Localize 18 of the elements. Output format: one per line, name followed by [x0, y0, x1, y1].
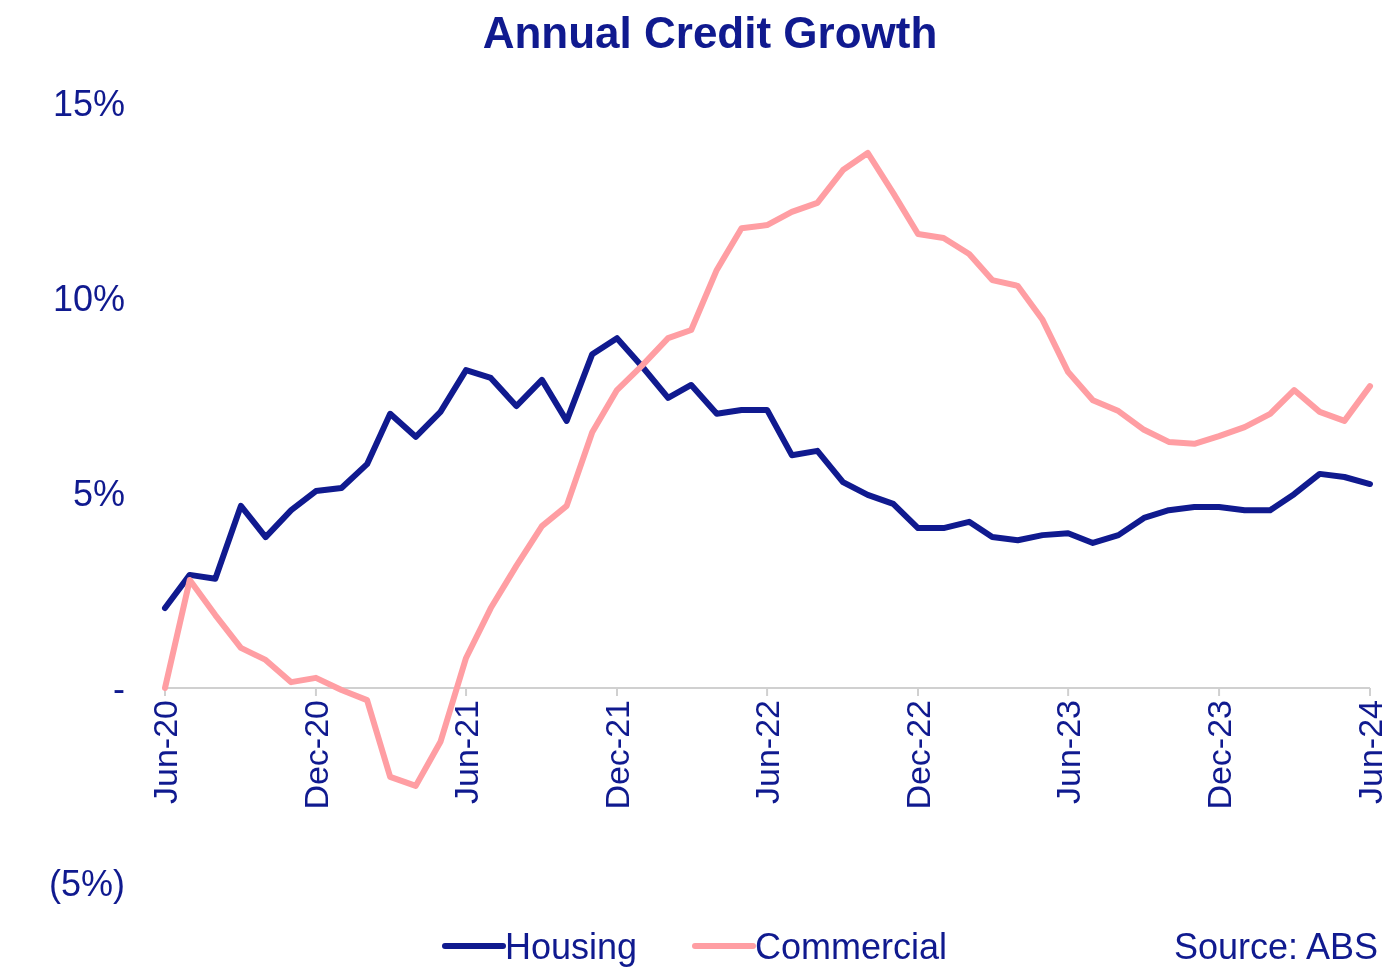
chart-title: Annual Credit Growth [482, 8, 938, 57]
y-tick-label: 5% [72, 472, 125, 514]
x-tick-label: Dec-23 [1199, 700, 1238, 810]
x-tick-label: Jun-20 [145, 700, 184, 804]
legend-label: Commercial [755, 925, 948, 967]
x-tick-label: Jun-23 [1049, 700, 1088, 804]
y-tick-label: (5%) [48, 862, 125, 904]
y-tick-label: 10% [52, 277, 125, 319]
y-tick-label: 15% [52, 82, 125, 124]
x-tick-label: Dec-21 [597, 700, 636, 810]
x-tick-label: Jun-22 [747, 700, 786, 804]
x-tick-label: Dec-22 [898, 700, 937, 810]
x-tick-label: Dec-20 [296, 700, 335, 810]
x-tick-label: Jun-21 [446, 700, 485, 804]
legend-label: Housing [505, 925, 638, 967]
source-note: Source: ABS [1173, 925, 1378, 967]
x-tick-label: Jun-24 [1350, 700, 1384, 804]
y-tick-label: - [113, 667, 125, 709]
